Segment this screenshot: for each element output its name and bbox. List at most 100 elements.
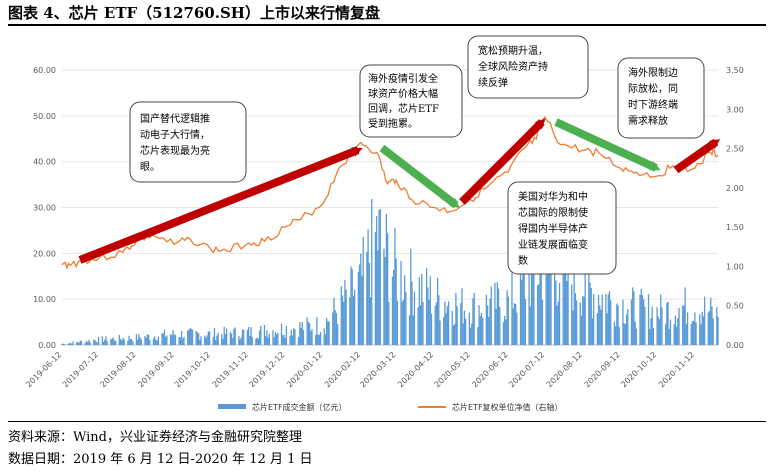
- volume-bar: [418, 277, 420, 345]
- volume-bar: [72, 341, 74, 345]
- volume-bar: [524, 299, 527, 345]
- volume-bar: [310, 330, 312, 345]
- annotation-2-line-3: 回调，芯片ETF: [368, 102, 439, 115]
- volume-bar: [446, 306, 449, 345]
- volume-bar: [223, 326, 225, 345]
- volume-bar: [62, 343, 64, 345]
- volume-bar: [384, 256, 386, 345]
- volume-bar: [430, 313, 433, 345]
- volume-bar: [617, 305, 619, 345]
- annotation-5-line-3: 时下游终端: [628, 98, 678, 111]
- volume-bar: [377, 250, 379, 345]
- volume-bar: [691, 321, 694, 345]
- volume-bar: [345, 289, 347, 345]
- volume-bar: [395, 258, 397, 345]
- left-tick-label: 0.00: [38, 341, 56, 350]
- annotation-3-box: [467, 35, 589, 99]
- volume-bar: [139, 337, 141, 345]
- volume-bar: [247, 326, 250, 345]
- volume-bar: [439, 320, 441, 345]
- x-tick-label: 2019-12-12: [247, 350, 286, 389]
- volume-bar: [301, 321, 303, 345]
- volume-bar: [590, 287, 592, 345]
- volume-bar: [366, 252, 368, 345]
- volume-bar: [393, 269, 395, 345]
- volume-bar: [495, 308, 497, 345]
- volume-bar: [367, 229, 369, 345]
- up-arrow-2: [459, 118, 546, 205]
- volume-bar: [135, 334, 138, 345]
- volume-bar: [251, 336, 253, 345]
- volume-bar: [606, 313, 608, 345]
- volume-bar: [87, 342, 89, 345]
- volume-bar: [434, 305, 436, 345]
- volume-bar: [557, 301, 559, 345]
- volume-bar: [507, 296, 509, 345]
- volume-bar: [580, 315, 583, 345]
- volume-bar: [478, 305, 480, 345]
- volume-bar: [579, 302, 581, 345]
- volume-bar: [196, 332, 199, 345]
- volume-bar: [443, 317, 445, 345]
- volume-bar: [624, 323, 627, 345]
- volume-bar: [173, 334, 175, 345]
- volume-bars: [61, 198, 719, 345]
- volume-bar: [115, 341, 117, 345]
- volume-bar: [711, 306, 713, 345]
- volume-bar: [63, 344, 66, 345]
- volume-bar: [421, 273, 423, 345]
- volume-bar: [361, 275, 363, 345]
- volume-bar: [221, 334, 223, 345]
- volume-bar: [591, 318, 594, 345]
- volume-bar: [703, 296, 706, 345]
- volume-bar: [425, 268, 428, 345]
- volume-bar: [707, 312, 709, 345]
- volume-bar: [550, 265, 552, 345]
- volume-bar: [657, 316, 659, 345]
- volume-bar: [546, 236, 548, 345]
- volume-bar: [343, 301, 345, 345]
- volume-bar: [302, 330, 305, 345]
- volume-bar: [293, 328, 295, 345]
- volume-bar: [528, 273, 530, 345]
- volume-bar: [224, 333, 227, 345]
- volume-bar: [504, 315, 506, 345]
- volume-bar: [647, 294, 650, 345]
- volume-bar: [145, 337, 147, 345]
- data-date-note: 数据日期：2019 年 6 月 12 日-2020 年 12 月 1 日: [8, 452, 313, 467]
- volume-bar: [464, 318, 467, 345]
- volume-bar: [274, 331, 277, 345]
- volume-bar: [572, 310, 574, 345]
- volume-bar: [374, 232, 377, 345]
- volume-bar: [716, 307, 718, 345]
- volume-bar: [334, 310, 336, 345]
- volume-bar: [180, 330, 183, 345]
- volume-bar: [412, 315, 414, 345]
- volume-bar: [567, 250, 569, 345]
- volume-bar: [686, 312, 689, 345]
- volume-bar: [667, 301, 669, 345]
- volume-bar: [513, 303, 516, 345]
- volume-bar: [328, 321, 330, 345]
- volume-bar: [700, 324, 702, 345]
- volume-bar: [451, 310, 453, 345]
- volume-bar: [673, 324, 675, 345]
- volume-bar: [128, 335, 130, 345]
- volume-bar: [138, 334, 140, 345]
- volume-bar: [463, 310, 466, 345]
- volume-bar: [530, 261, 533, 345]
- volume-bar: [462, 323, 464, 345]
- x-tick-label: 2020-04-12: [396, 350, 435, 389]
- volume-bar: [708, 310, 711, 345]
- volume-bar: [490, 286, 492, 345]
- volume-bar: [96, 342, 99, 345]
- volume-bar: [608, 291, 611, 345]
- volume-bar: [154, 336, 156, 345]
- volume-bar: [132, 341, 134, 345]
- volume-bar: [78, 342, 80, 345]
- volume-bar: [521, 279, 523, 345]
- volume-bar: [556, 305, 558, 345]
- title-rule: [8, 24, 766, 26]
- volume-bar: [480, 312, 483, 345]
- volume-bar: [362, 236, 364, 345]
